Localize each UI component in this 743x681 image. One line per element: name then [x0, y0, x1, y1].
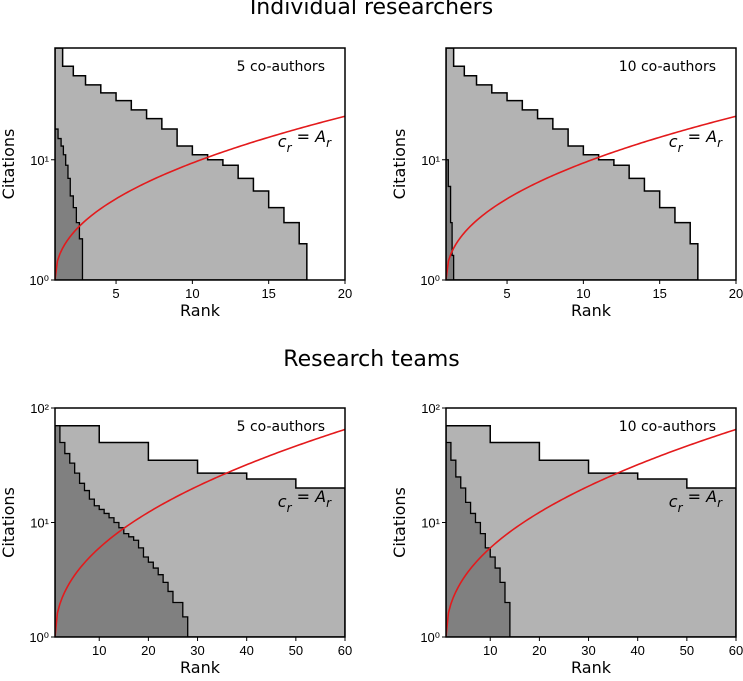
x-tick-label: 20	[338, 286, 352, 301]
equation-part: A	[314, 487, 326, 506]
equation-part: =	[683, 127, 707, 146]
y-tick-label: 10²	[30, 401, 49, 416]
x-tick-label: 60	[338, 643, 352, 658]
x-axis-label: Rank	[571, 658, 612, 677]
equation-part: =	[292, 487, 316, 506]
y-tick-label: 10²	[421, 401, 440, 416]
x-tick-label: 10	[576, 286, 590, 301]
plot-frame	[54, 47, 346, 281]
annotation-coauthors: 5 co-authors	[237, 419, 325, 435]
y-axis-label: Citations	[390, 129, 409, 200]
plot-area	[446, 424, 736, 637]
section-title-teams: Research teams	[283, 347, 460, 372]
y-axis-label: Citations	[0, 487, 18, 558]
y-tick-label: 10⁰	[420, 630, 440, 645]
x-axis-label: Rank	[571, 301, 612, 320]
series-dark-area	[446, 441, 511, 637]
plot-frame	[445, 47, 737, 281]
equation-part: A	[705, 487, 717, 506]
series-curve	[446, 115, 736, 280]
equation-part: r	[678, 501, 684, 515]
equation-part: r	[717, 496, 723, 510]
equation-part: A	[314, 127, 326, 146]
equation-label: cr = Ar	[278, 487, 332, 515]
equation-part: r	[326, 496, 332, 510]
x-axis-label: Rank	[180, 301, 221, 320]
equation-part: =	[292, 127, 316, 146]
x-tick-label: 15	[652, 286, 666, 301]
y-axis-label: Citations	[390, 487, 409, 558]
series-dark-area	[55, 425, 189, 637]
equation-label: cr = Ar	[669, 127, 723, 155]
y-tick-label: 10⁰	[29, 273, 49, 288]
equation-part: c	[278, 492, 287, 511]
equation-part: c	[669, 492, 678, 511]
y-tick-label: 10¹	[421, 516, 440, 531]
y-tick-label: 10⁰	[420, 273, 440, 288]
equation-part: r	[287, 501, 293, 515]
chart-panel-bottom-right: 10 20 30 40 50 60 10⁰ 10¹ 10² Rank Citations 10 co-…	[390, 401, 743, 677]
plot-area	[446, 48, 736, 280]
equation-part: r	[678, 141, 684, 155]
x-tick-label: 15	[261, 286, 275, 301]
annotation-coauthors: 10 co-authors	[619, 59, 716, 75]
x-tick-label: 5	[503, 286, 510, 301]
chart-panel-top-right: 5 10 15 20 10⁰ 10¹ Rank Citations 10 co-authors c…	[390, 47, 743, 320]
x-tick-label: 60	[729, 643, 743, 658]
series-light-area	[446, 48, 699, 280]
equation-label: cr = Ar	[669, 487, 723, 515]
x-tick-label: 30	[581, 643, 595, 658]
x-tick-label: 5	[112, 286, 119, 301]
x-tick-label: 20	[532, 643, 546, 658]
x-tick-label: 10	[483, 643, 497, 658]
series-curve	[55, 115, 345, 280]
series-light-area	[446, 424, 736, 637]
y-tick-label: 10¹	[30, 153, 49, 168]
equation-part: c	[278, 132, 287, 151]
section-title-individual: Individual researchers	[249, 0, 494, 20]
series-curve	[446, 428, 736, 637]
equation-part: r	[717, 136, 723, 150]
annotation-coauthors: 10 co-authors	[619, 419, 716, 435]
y-axis-label: Citations	[0, 129, 18, 200]
equation-part: r	[326, 136, 332, 150]
x-tick-label: 20	[141, 643, 155, 658]
x-tick-label: 40	[630, 643, 644, 658]
series-dark-area	[55, 128, 84, 280]
plot-area	[55, 48, 345, 280]
x-tick-label: 30	[190, 643, 204, 658]
x-tick-label: 50	[680, 643, 694, 658]
equation-part: c	[669, 132, 678, 151]
x-tick-label: 50	[289, 643, 303, 658]
y-tick-label: 10⁰	[29, 630, 49, 645]
y-tick-label: 10¹	[421, 153, 440, 168]
equation-label: cr = Ar	[278, 127, 332, 155]
y-tick-label: 10¹	[30, 516, 49, 531]
chart-panel-bottom-left: 10 20 30 40 50 60 10⁰ 10¹ 10² Rank Citations 5 co-a…	[0, 401, 352, 677]
series-light-area	[55, 48, 308, 280]
x-tick-label: 10	[185, 286, 199, 301]
x-tick-label: 10	[92, 643, 106, 658]
series-dark-area	[446, 159, 455, 280]
series-curve	[55, 428, 345, 637]
annotation-coauthors: 5 co-authors	[237, 59, 325, 75]
x-tick-label: 40	[239, 643, 253, 658]
equation-part: r	[287, 141, 293, 155]
x-tick-label: 20	[729, 286, 743, 301]
plot-area	[55, 424, 345, 637]
equation-part: A	[705, 127, 717, 146]
equation-part: =	[683, 487, 707, 506]
x-axis-label: Rank	[180, 658, 221, 677]
